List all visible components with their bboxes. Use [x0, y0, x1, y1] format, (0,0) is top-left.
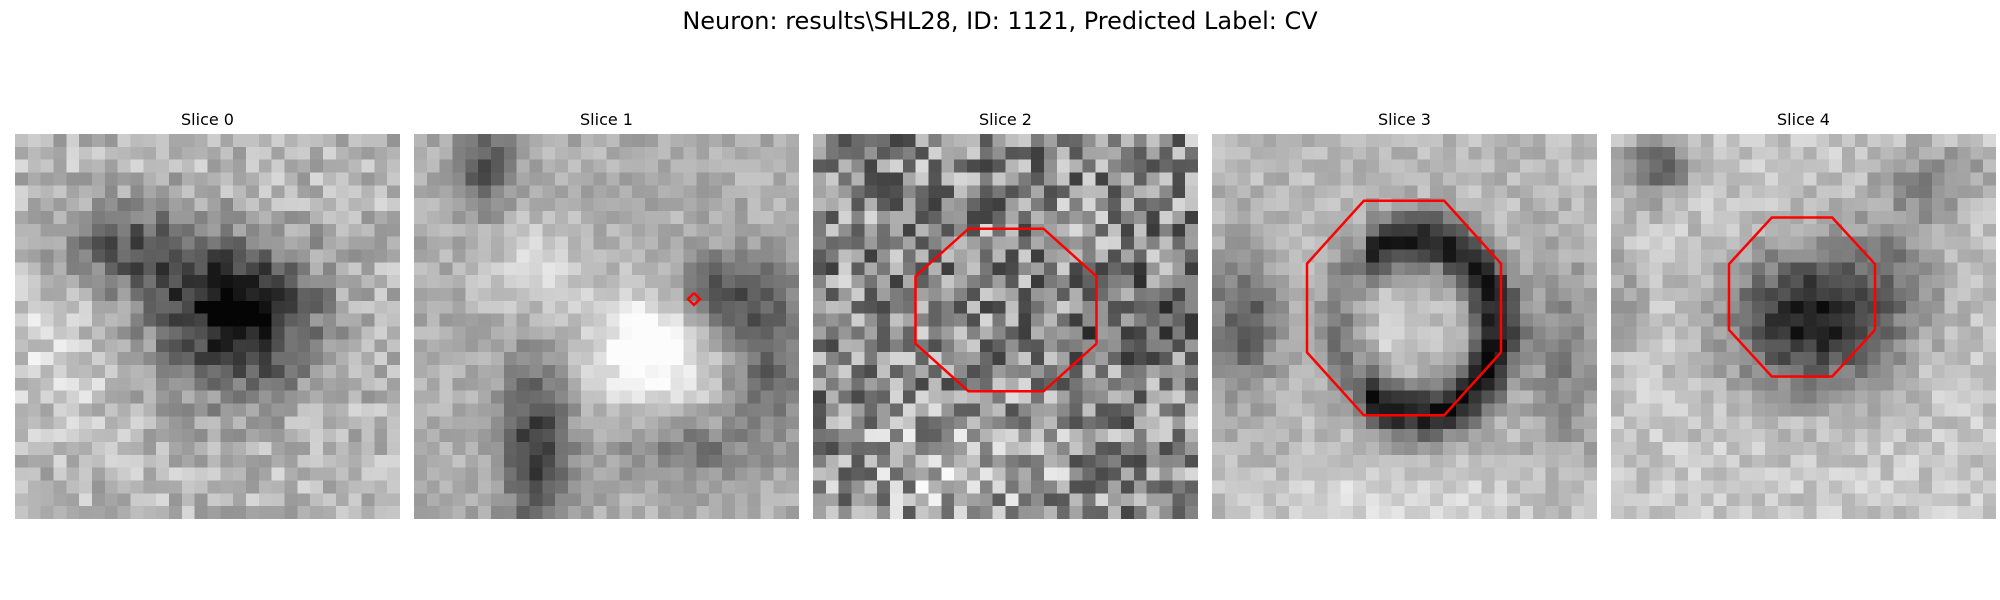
slice-title: Slice 1 — [580, 110, 633, 129]
contour-outline — [1727, 216, 1877, 378]
slice-image-svg — [15, 134, 400, 519]
contour-outline — [1305, 199, 1503, 417]
slice-image — [15, 134, 400, 519]
slice-image — [1611, 134, 1996, 519]
figure-title: Neuron: results\SHL28, ID: 1121, Predict… — [682, 7, 1318, 35]
contour-outline — [914, 227, 1098, 393]
contour-outline — [686, 292, 702, 307]
slice-image — [1212, 134, 1597, 519]
slice-title: Slice 0 — [181, 110, 234, 129]
slice-image-svg — [813, 134, 1198, 519]
slice-title: Slice 3 — [1378, 110, 1431, 129]
slice-title: Slice 4 — [1777, 110, 1830, 129]
slice-image-svg — [1611, 134, 1996, 519]
slice-image-svg — [414, 134, 799, 519]
slice-title: Slice 2 — [979, 110, 1032, 129]
slice-image — [813, 134, 1198, 519]
slice-image — [414, 134, 799, 519]
slice-image-svg — [1212, 134, 1597, 519]
